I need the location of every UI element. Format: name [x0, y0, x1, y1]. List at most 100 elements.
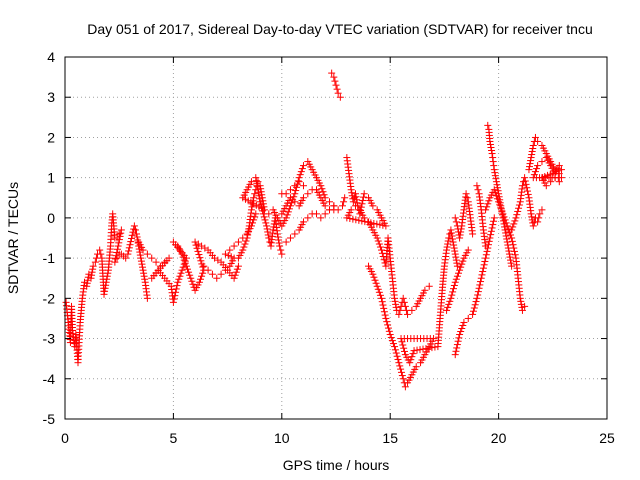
data-point: [534, 162, 542, 170]
data-point: [469, 230, 477, 238]
data-point: [318, 185, 326, 193]
data-point: [189, 280, 197, 288]
data-point: [386, 331, 394, 339]
data-point: [521, 174, 529, 182]
data-point: [127, 238, 135, 246]
data-point: [491, 172, 499, 180]
data-point: [443, 243, 451, 251]
data-point: [263, 222, 271, 230]
data-point: [380, 304, 388, 312]
data-point: [328, 69, 336, 77]
data-point: [104, 269, 112, 277]
data-point: [547, 178, 555, 186]
data-point: [485, 237, 493, 245]
data-point: [406, 359, 414, 367]
data-point: [477, 278, 485, 286]
data-point: [527, 157, 535, 165]
data-point: [291, 190, 299, 198]
data-point: [476, 281, 484, 289]
data-point: [508, 234, 516, 242]
data-point: [410, 347, 418, 355]
data-point: [83, 279, 91, 287]
data-point: [172, 288, 180, 296]
data-point: [232, 268, 240, 276]
data-point: [252, 177, 260, 185]
data-point: [231, 271, 239, 279]
data-point: [456, 231, 464, 239]
data-point: [507, 259, 515, 267]
y-tick-label: 2: [47, 129, 55, 145]
data-point: [444, 237, 452, 245]
data-point: [514, 207, 522, 215]
data-point: [282, 238, 290, 246]
data-point: [286, 234, 294, 242]
data-point: [503, 222, 511, 230]
data-point: [387, 334, 395, 342]
data-point: [490, 217, 498, 225]
data-point: [496, 201, 504, 209]
data-point: [199, 269, 207, 277]
data-point: [385, 327, 393, 335]
data-point: [507, 231, 515, 239]
x-tick-label: 5: [170, 430, 178, 446]
data-point: [490, 214, 498, 222]
data-point: [251, 190, 259, 198]
data-point: [113, 245, 121, 253]
data-point: [488, 150, 496, 158]
data-point: [396, 306, 404, 314]
data-point: [471, 301, 479, 309]
data-point: [479, 268, 487, 276]
data-point: [378, 294, 386, 302]
data-point: [529, 145, 537, 153]
data-point: [291, 182, 299, 190]
data-point: [490, 162, 498, 170]
data-point: [447, 226, 455, 234]
data-point: [450, 281, 458, 289]
data-point: [492, 178, 500, 186]
data-point: [451, 278, 459, 286]
data-point: [117, 229, 125, 237]
y-tick-label: 0: [47, 210, 55, 226]
data-point: [393, 352, 401, 360]
data-point: [375, 240, 383, 248]
data-point: [526, 160, 534, 168]
data-point: [91, 258, 99, 266]
data-point: [483, 247, 491, 255]
data-point: [501, 226, 509, 234]
data-point: [273, 230, 281, 238]
axis-ticks: 0 5 10 15 20 25 -5 -4 -3 -2 -1 0 1 2 3 4: [43, 49, 615, 446]
data-point: [194, 247, 202, 255]
data-point: [244, 228, 252, 236]
data-point: [292, 187, 300, 195]
data-point: [352, 216, 360, 224]
data-point: [462, 190, 470, 198]
data-point: [136, 251, 144, 259]
data-point: [321, 210, 329, 218]
data-point: [299, 218, 307, 226]
data-point: [503, 235, 511, 243]
data-point: [453, 272, 461, 280]
data-point: [199, 263, 207, 271]
data-point: [217, 270, 225, 278]
data-point: [395, 310, 403, 318]
data-point: [89, 265, 97, 273]
data-point: [516, 294, 524, 302]
data-point: [137, 254, 145, 262]
data-point: [449, 238, 457, 246]
data-point: [333, 85, 341, 93]
data-point: [452, 256, 460, 264]
data-point: [178, 250, 186, 258]
data-point: [140, 272, 148, 280]
data-point: [304, 190, 312, 198]
data-point: [384, 324, 392, 332]
data-point: [493, 181, 501, 189]
data-point: [479, 264, 487, 272]
data-point: [188, 277, 196, 285]
data-point: [349, 215, 357, 223]
plot-frame: [64, 56, 608, 420]
data-point: [198, 272, 206, 280]
data-point: [389, 340, 397, 348]
data-point: [378, 298, 386, 306]
data-point: [197, 275, 204, 283]
data-point: [131, 226, 139, 234]
